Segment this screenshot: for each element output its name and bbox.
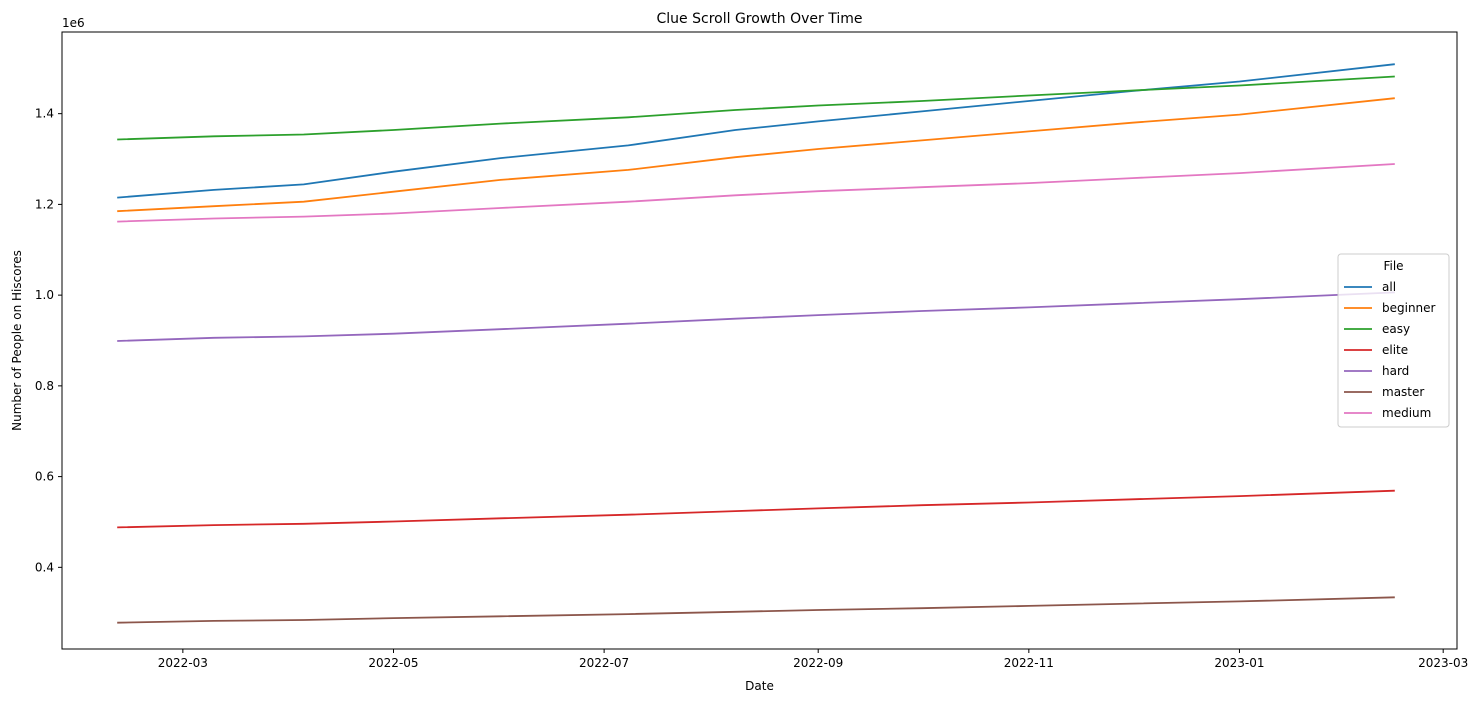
legend-items: all beginner easy elite hard master medium bbox=[1344, 280, 1436, 420]
legend: File all beginner easy elite hard master mediu… bbox=[1337, 253, 1450, 428]
y-tick-label: 1.4 bbox=[35, 107, 54, 121]
y-tick-label: 1.2 bbox=[35, 197, 54, 211]
x-tick-label: 2022-05 bbox=[368, 656, 418, 670]
y-offset-label: 1e6 bbox=[62, 16, 85, 30]
chart-title: Clue Scroll Growth Over Time bbox=[657, 11, 863, 27]
x-tick-label: 2022-09 bbox=[793, 656, 843, 670]
plot-frame bbox=[61, 31, 1458, 650]
y-axis: 0.4 0.6 0.8 1.0 1.2 1.4 bbox=[35, 107, 62, 574]
x-tick-label: 2023-03 bbox=[1418, 656, 1468, 670]
legend-label-medium: medium bbox=[1382, 406, 1431, 420]
x-tick-label: 2023-01 bbox=[1214, 656, 1264, 670]
y-tick-label: 0.8 bbox=[35, 379, 54, 393]
y-axis-title: Number of People on Hiscores bbox=[10, 250, 24, 431]
legend-title: File bbox=[1383, 259, 1403, 273]
series-line-hard bbox=[117, 291, 1395, 342]
series-line-elite bbox=[117, 489, 1395, 529]
legend-label-beginner: beginner bbox=[1382, 301, 1436, 315]
x-axis-title: Date bbox=[745, 679, 774, 693]
series-line-beginner bbox=[117, 97, 1395, 213]
x-tick-label: 2022-07 bbox=[579, 656, 629, 670]
y-tick-label: 1.0 bbox=[35, 288, 54, 302]
plot-lines bbox=[117, 63, 1395, 624]
legend-label-easy: easy bbox=[1382, 322, 1410, 336]
x-axis: 2022-03 2022-05 2022-07 2022-09 2022-11 2023-… bbox=[158, 649, 1468, 670]
legend-box bbox=[1337, 253, 1450, 428]
series-line-master bbox=[117, 596, 1395, 624]
y-tick-label: 0.6 bbox=[35, 470, 54, 484]
legend-label-elite: elite bbox=[1382, 343, 1408, 357]
legend-label-master: master bbox=[1382, 385, 1424, 399]
series-line-medium bbox=[117, 163, 1395, 223]
legend-label-hard: hard bbox=[1382, 364, 1409, 378]
x-tick-label: 2022-03 bbox=[158, 656, 208, 670]
x-tick-label: 2022-11 bbox=[1004, 656, 1054, 670]
y-tick-label: 0.4 bbox=[35, 560, 54, 574]
series-line-easy bbox=[117, 75, 1395, 141]
legend-label-all: all bbox=[1382, 280, 1396, 294]
